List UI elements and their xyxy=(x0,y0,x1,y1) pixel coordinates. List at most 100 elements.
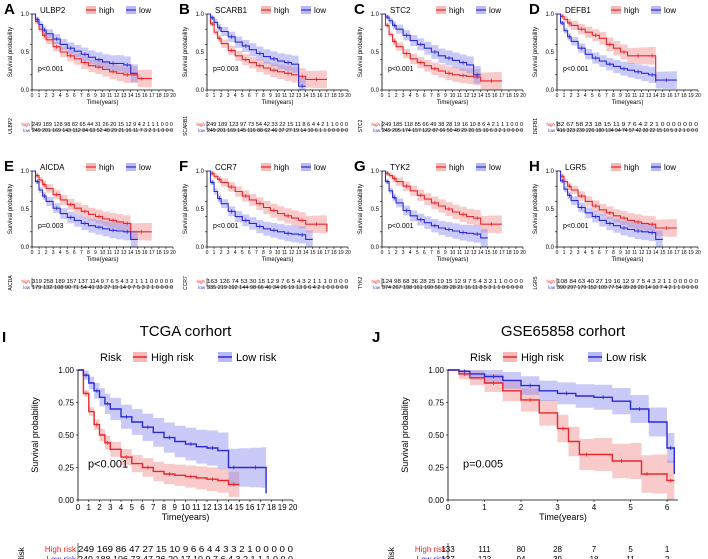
panel-title: GSE65858 corhort xyxy=(501,323,626,340)
x-tick-label: 14 xyxy=(128,93,134,99)
x-tick-label: 11 xyxy=(632,93,637,99)
x-tick-label: 2 xyxy=(45,93,48,99)
x-tick-label: 0 xyxy=(31,93,34,99)
risk-row-label: high xyxy=(371,279,380,284)
x-tick-label: 9 xyxy=(619,93,622,99)
x-tick-label: 6 xyxy=(423,93,426,99)
risk-row-label: high xyxy=(21,122,30,127)
x-tick-label: 7 xyxy=(605,250,608,256)
x-tick-label: 15 xyxy=(135,93,141,99)
x-tick-label: 16 xyxy=(142,93,148,99)
x-tick-label: 5 xyxy=(591,93,594,99)
risk-count-row: 249 188 106 73 47 26 20 17 10 9 7 6 4 3 … xyxy=(78,555,294,559)
x-tick-label: 18 xyxy=(156,250,162,256)
legend-title: Risk xyxy=(100,352,122,364)
x-tick-label: 0 xyxy=(76,503,81,512)
risk-count: 5 xyxy=(628,545,633,554)
x-tick-label: 7 xyxy=(430,250,433,256)
x-tick-label: 6 xyxy=(598,250,601,256)
x-tick-label: 18 xyxy=(331,93,337,99)
risk-row-label: High risk xyxy=(415,545,447,554)
y-tick-label: 0.0 xyxy=(196,245,205,251)
x-tick-label: 20 xyxy=(289,503,298,512)
x-tick-label: 4 xyxy=(584,93,587,99)
ci-band-low-risk xyxy=(448,370,675,490)
risk-count: 7 xyxy=(592,545,597,554)
x-tick-label: 14 xyxy=(128,250,134,256)
curve-low xyxy=(207,13,306,87)
x-tick-label: 10 xyxy=(450,93,456,99)
x-tick-label: 4 xyxy=(119,503,124,512)
y-axis-title: Survival probability xyxy=(358,27,364,77)
x-tick-label: 10 xyxy=(450,250,456,256)
x-tick-label: 2 xyxy=(519,503,524,512)
x-tick-label: 15 xyxy=(660,250,666,256)
risk-count-row: 249 205 174 157 122 87 66 50 40 29 20 15… xyxy=(382,128,523,134)
x-tick-label: 4 xyxy=(59,250,62,256)
x-tick-label: 6 xyxy=(423,250,426,256)
legend-high-label: high xyxy=(624,6,639,15)
y-tick-label: 0.0 xyxy=(196,88,205,94)
x-tick-label: 15 xyxy=(310,93,316,99)
x-tick-label: 2 xyxy=(220,93,223,99)
y-tick-label: 1.0 xyxy=(546,169,555,175)
x-tick-label: 7 xyxy=(605,93,608,99)
x-tick-label: 18 xyxy=(681,250,687,256)
x-tick-label: 15 xyxy=(485,93,491,99)
ci-band-high xyxy=(32,14,152,88)
x-tick-label: 19 xyxy=(338,93,344,99)
x-tick-label: 1 xyxy=(563,93,566,99)
risk-count-row: 374 267 198 161 100 56 39 28 21 16 11 8 … xyxy=(382,285,523,291)
x-tick-label: 10 xyxy=(100,250,106,256)
risk-count-row: 335 219 192 144 98 66 46 34 26 19 13 9 6… xyxy=(207,285,348,291)
x-tick-label: 19 xyxy=(513,250,519,256)
x-axis-title: Time(years) xyxy=(612,257,644,263)
x-tick-label: 8 xyxy=(612,250,615,256)
x-tick-label: 14 xyxy=(303,93,309,99)
gene-name: DEFB1 xyxy=(565,6,591,15)
y-tick-label: 0.5 xyxy=(196,50,205,56)
y-tick-label: 1.0 xyxy=(371,169,380,175)
curve-low xyxy=(32,170,138,240)
x-tick-label: 11 xyxy=(282,93,287,99)
x-tick-label: 10 xyxy=(625,250,631,256)
legend-low-label: low xyxy=(489,163,501,172)
x-tick-label: 9 xyxy=(94,93,97,99)
x-tick-label: 17 xyxy=(149,93,155,99)
y-tick-label: 1.0 xyxy=(21,12,30,18)
x-tick-label: 0 xyxy=(446,503,451,512)
x-axis-title: Time(years) xyxy=(539,512,587,522)
x-axis-title: Time(years) xyxy=(87,100,119,106)
x-tick-label: 4 xyxy=(234,93,237,99)
legend-high-label: High risk xyxy=(521,352,564,364)
ci-band-high xyxy=(32,171,152,241)
ci-band-high xyxy=(207,14,327,89)
x-tick-label: 15 xyxy=(660,93,666,99)
risk-count-row: 163 126 74 53 30 15 12 9 7 6 5 4 3 2 1 1… xyxy=(207,279,348,285)
x-tick-label: 10 xyxy=(275,250,281,256)
x-tick-label: 16 xyxy=(142,250,148,256)
x-tick-label: 1 xyxy=(388,250,391,256)
y-axis-title: Survival probability xyxy=(358,184,364,234)
x-tick-label: 17 xyxy=(324,93,330,99)
curve-low xyxy=(557,13,677,81)
y-tick-label: 0.25 xyxy=(428,464,444,473)
x-tick-label: 3 xyxy=(577,93,580,99)
x-tick-label: 20 xyxy=(695,250,701,256)
x-tick-label: 12 xyxy=(289,250,295,256)
panel-letter: I xyxy=(2,329,6,346)
ci-band-low xyxy=(382,171,488,247)
risk-table-label: STC2 xyxy=(358,119,364,132)
p-value: p<0.001 xyxy=(563,223,589,230)
curve-high-risk xyxy=(78,369,240,486)
risk-row-label: low xyxy=(23,128,31,133)
y-tick-label: 1.00 xyxy=(58,366,74,375)
x-tick-label: 19 xyxy=(338,250,344,256)
y-axis-title: Survival probability xyxy=(8,27,14,77)
legend-low-label: low xyxy=(489,6,501,15)
ci-band-low xyxy=(557,171,663,247)
y-tick-label: 0.50 xyxy=(58,431,74,440)
x-tick-label: 1 xyxy=(213,250,216,256)
